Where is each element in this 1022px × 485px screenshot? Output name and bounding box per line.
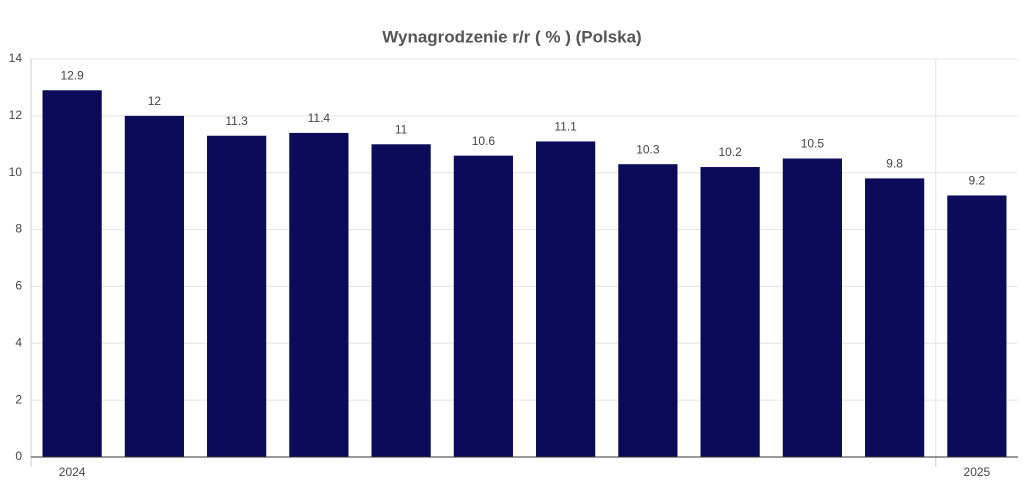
- value-label: 11: [395, 122, 408, 136]
- y-tick-label: 2: [15, 392, 22, 406]
- y-tick-label: 0: [15, 449, 22, 463]
- bar: [124, 115, 184, 457]
- y-tick-label: 12: [9, 108, 23, 122]
- bar: [289, 132, 349, 457]
- value-label: 12.9: [60, 68, 84, 82]
- y-tick-label: 8: [15, 222, 22, 236]
- value-label: 10.5: [801, 137, 825, 151]
- bar: [42, 90, 102, 458]
- y-tick-label: 4: [15, 335, 22, 349]
- x-tick-label: 2025: [964, 465, 991, 479]
- bar: [865, 178, 925, 457]
- value-label: 9.8: [886, 157, 903, 171]
- bar: [207, 135, 267, 457]
- value-label: 11.3: [225, 114, 248, 128]
- bar: [700, 167, 760, 457]
- value-label: 10.6: [472, 134, 496, 148]
- value-label: 10.2: [718, 145, 742, 159]
- value-label: 12: [148, 94, 162, 108]
- y-tick-label: 10: [9, 165, 23, 179]
- y-tick-label: 6: [15, 279, 22, 293]
- value-label: 9.2: [969, 174, 986, 188]
- chart-title: Wynagrodzenie r/r ( % ) (Polska): [382, 27, 641, 46]
- bar: [782, 158, 842, 457]
- bar: [947, 195, 1007, 457]
- value-label: 11.1: [554, 120, 577, 134]
- value-label: 10.3: [636, 142, 660, 156]
- y-tick-label: 14: [9, 51, 23, 65]
- x-tick-label: 2024: [59, 465, 86, 479]
- bar: [371, 144, 431, 458]
- bar: [453, 155, 513, 457]
- bar: [536, 141, 596, 457]
- value-label: 11.4: [308, 111, 331, 125]
- bar: [618, 164, 678, 457]
